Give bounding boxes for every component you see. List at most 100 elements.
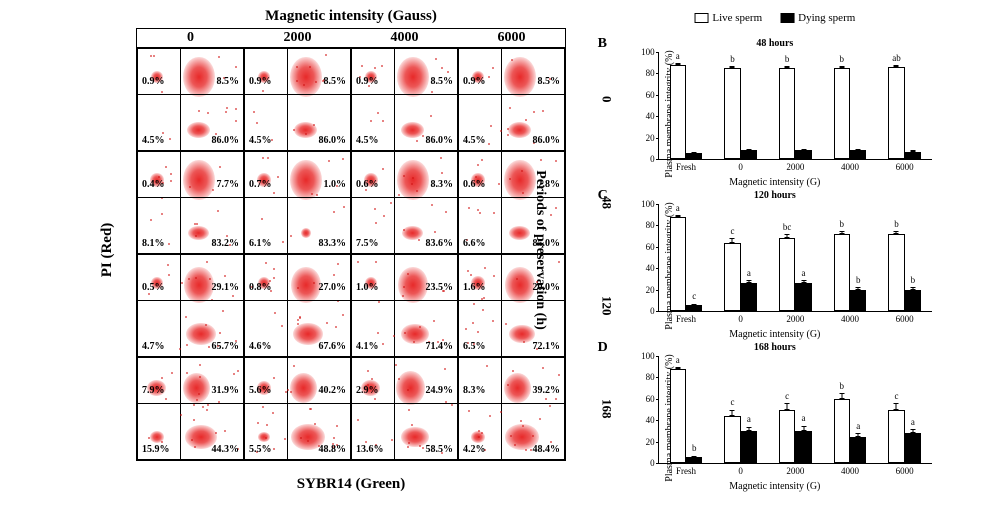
bar-dying [741,431,757,463]
x-tick: 6000 [896,162,914,172]
panel-letter: C [598,188,608,204]
quadrant-pct: 31.9% [212,385,240,396]
quadrant-pct: 2.9% [356,385,379,396]
x-tick: 4000 [841,466,859,476]
quadrant-pct: 4.6% [249,341,272,352]
x-axis-label: Magnetic intensity (G) [729,177,820,188]
y-tick: 0 [637,154,655,164]
quadrant-pct: 7.7% [217,179,240,190]
quadrant-pct: 86.0% [426,135,454,146]
quadrant-pct: 0.6% [463,179,486,190]
bar-live [834,68,850,159]
scatter-cell: 2.9%24.9%13.6%58.5% [351,357,458,460]
bar-live [670,65,686,159]
scatter-cell: 1.6%20.0%6.5%72.1% [458,254,565,357]
x-tick: 6000 [896,314,914,324]
sig-letter: c [692,291,696,301]
quadrant-pct: 40.2% [319,385,347,396]
x-tick: 6000 [896,466,914,476]
sig-letter: ab [892,53,901,63]
quadrant-pct: 86.0% [319,135,347,146]
legend: Live sperm Dying sperm [694,12,855,24]
x-tick: Fresh [676,314,696,324]
bar-live [888,67,904,159]
sig-letter: b [785,54,790,64]
bar-dying [905,433,921,463]
bar-live [724,416,740,463]
bar-live [724,68,740,159]
quadrant-pct: 0.5% [142,282,165,293]
bar-dying [850,437,866,463]
bar-dying [686,457,702,463]
y-tick: 40 [637,263,655,273]
scatter-cell: 1.0%23.5%4.1%71.4% [351,254,458,357]
bar-dying [686,305,702,311]
quadrant-pct: 4.5% [142,135,165,146]
panel-title: 120 hours [754,190,796,201]
bar-dying [905,290,921,311]
column-header: 2000 [244,29,351,47]
plot-area: 020406080100Freshab0ca2000ca4000ba6000ca [658,356,932,464]
scatter-cell: 0.5%29.1%4.7%65.7% [137,254,244,357]
column-headers: 0200040006000 [136,28,566,47]
scatter-cell: 0.8%27.0%4.6%67.6% [244,254,351,357]
legend-dying-label: Dying sperm [798,12,855,24]
sig-letter: a [676,355,680,365]
scatter-cell: 0.9%8.5%4.5%86.0% [351,48,458,151]
sig-letter: c [730,397,734,407]
y-tick: 100 [637,199,655,209]
x-tick: 2000 [786,162,804,172]
quadrant-pct: 5.6% [249,385,272,396]
bar-live [779,238,795,311]
y-tick: 0 [637,458,655,468]
quadrant-pct: 67.6% [319,341,347,352]
bar-live [779,68,795,159]
quadrant-pct: 86.0% [212,135,240,146]
x-tick: 4000 [841,314,859,324]
y-tick: 60 [637,242,655,252]
legend-dying: Dying sperm [780,12,855,24]
bar-dying [905,152,921,159]
bar-dying [741,150,757,159]
quadrant-pct: 8.5% [217,76,240,87]
sig-letter: b [911,275,916,285]
quadrant-pct: 4.7% [142,341,165,352]
quadrant-pct: 39.2% [533,385,561,396]
bar-dying [686,153,702,159]
y-tick: 100 [637,47,655,57]
sig-letter: a [747,414,751,424]
y-tick: 80 [637,372,655,382]
quadrant-pct: 8.5% [431,76,454,87]
quadrant-pct: 0.9% [356,76,379,87]
x-axis-label: Magnetic intensity (G) [729,329,820,340]
quadrant-pct: 44.3% [212,444,240,455]
quadrant-pct: 65.7% [212,341,240,352]
quadrant-pct: 8.1% [142,238,165,249]
quadrant-pct: 1.0% [324,179,347,190]
quadrant-pct: 6.1% [249,238,272,249]
quadrant-pct: 0.6% [356,179,379,190]
panel-title: 48 hours [756,38,793,49]
sig-letter: a [676,51,680,61]
bar-dying [741,283,757,311]
sig-letter: b [692,443,697,453]
bottom-axis-title: SYBR14 (Green) [136,476,566,493]
column-header: 0 [137,29,244,47]
sig-letter: b [840,381,845,391]
sig-letter: b [840,54,845,64]
sig-letter: b [894,219,899,229]
y-tick: 80 [637,68,655,78]
quadrant-pct: 7.8% [538,179,561,190]
x-axis-label: Magnetic intensity (G) [729,481,820,492]
quadrant-pct: 20.0% [533,282,561,293]
quadrant-pct: 6.6% [463,238,486,249]
quadrant-pct: 83.3% [319,238,347,249]
y-tick: 20 [637,285,655,295]
sig-letter: b [730,54,735,64]
scatter-cell: 0.9%8.5%4.5%86.0% [458,48,565,151]
x-tick: 2000 [786,314,804,324]
bar-chart: B48 hoursPlasma membrane integrity (%)Ma… [612,42,938,186]
x-tick: 2000 [786,466,804,476]
scatter-cell: 7.9%31.9%15.9%44.3% [137,357,244,460]
scatter-cell: 0.7%1.0%6.1%83.3% [244,151,351,254]
